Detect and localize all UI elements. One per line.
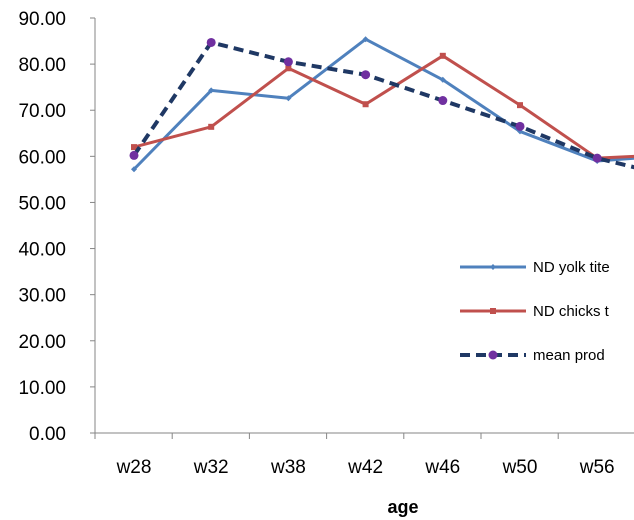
y-tick-label: 90.00	[18, 9, 66, 30]
legend-marker	[490, 264, 496, 270]
data-point	[515, 121, 525, 131]
data-point	[283, 57, 293, 67]
x-axis: w28 w32 w38 w42 w46 w50 w56	[94, 432, 634, 478]
data-point	[362, 101, 369, 108]
data-point	[439, 52, 446, 59]
data-point	[438, 96, 448, 106]
series-line	[133, 54, 634, 160]
data-point	[517, 102, 523, 109]
x-tick-label: w32	[193, 457, 229, 478]
data-point	[208, 123, 215, 130]
data-point	[131, 144, 137, 151]
x-tick-label: w28	[116, 457, 152, 478]
legend: ND yolk tite ND chicks t mean prod	[460, 259, 610, 364]
legend-label: ND chicks t	[533, 303, 610, 320]
y-tick-label: 30.00	[18, 286, 66, 307]
y-axis: 0.00 10.00 20.00 30.00 40.00 50.00 60.00 70.00 8…	[18, 9, 96, 445]
data-point	[285, 65, 292, 72]
y-tick-label: 0.00	[29, 424, 66, 445]
series-1	[131, 36, 634, 173]
x-tick-label: w50	[502, 457, 538, 478]
x-tick-label: w38	[270, 457, 306, 478]
series-3	[129, 37, 634, 170]
legend-label: mean prod	[533, 347, 605, 364]
x-axis-label: age	[387, 497, 418, 517]
y-tick-label: 10.00	[18, 378, 66, 399]
series-line	[132, 37, 634, 171]
data-point	[361, 70, 371, 80]
data-point	[439, 76, 446, 83]
x-tick-label: w46	[424, 457, 460, 478]
x-tick-label: w56	[579, 457, 615, 478]
y-tick-label: 20.00	[18, 332, 66, 353]
y-tick-label: 50.00	[18, 193, 66, 214]
data-point	[206, 37, 216, 47]
legend-label: ND yolk tite	[533, 259, 610, 276]
data-point	[362, 36, 369, 43]
data-point	[131, 166, 137, 173]
legend-marker	[490, 308, 496, 314]
x-tick-label: w42	[347, 457, 383, 478]
data-point	[129, 150, 139, 160]
series-layer	[129, 36, 634, 173]
data-point	[285, 95, 292, 102]
data-point	[592, 153, 602, 163]
y-tick-label: 40.00	[18, 240, 66, 261]
y-tick-label: 80.00	[18, 55, 66, 76]
y-tick-label: 60.00	[18, 147, 66, 168]
data-point	[208, 87, 215, 94]
legend-marker	[488, 350, 498, 360]
y-tick-label: 70.00	[18, 101, 66, 122]
series-line	[132, 40, 634, 170]
